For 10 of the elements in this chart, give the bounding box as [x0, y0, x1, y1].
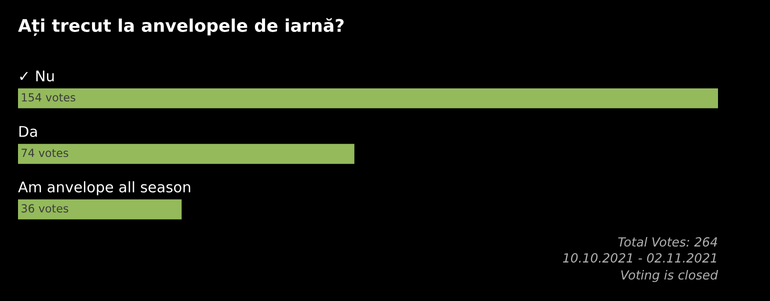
y-tick-label: Am anvelope all season	[18, 181, 190, 196]
data-label: 36 votes	[22, 204, 68, 213]
data-label: 74 votes	[22, 148, 68, 158]
text: Total Votes: 264	[618, 236, 718, 247]
y-tick-label: ✓ Nu	[20, 70, 54, 82]
y-tick-label: Da	[19, 126, 37, 137]
data-label: 154 votes	[22, 93, 76, 102]
text: Voting is closed	[621, 270, 718, 282]
text: 10.10.2021 - 02.11.2021	[563, 253, 716, 263]
chart-title: Ați trecut la anvelopele de iarnă?	[18, 18, 344, 36]
